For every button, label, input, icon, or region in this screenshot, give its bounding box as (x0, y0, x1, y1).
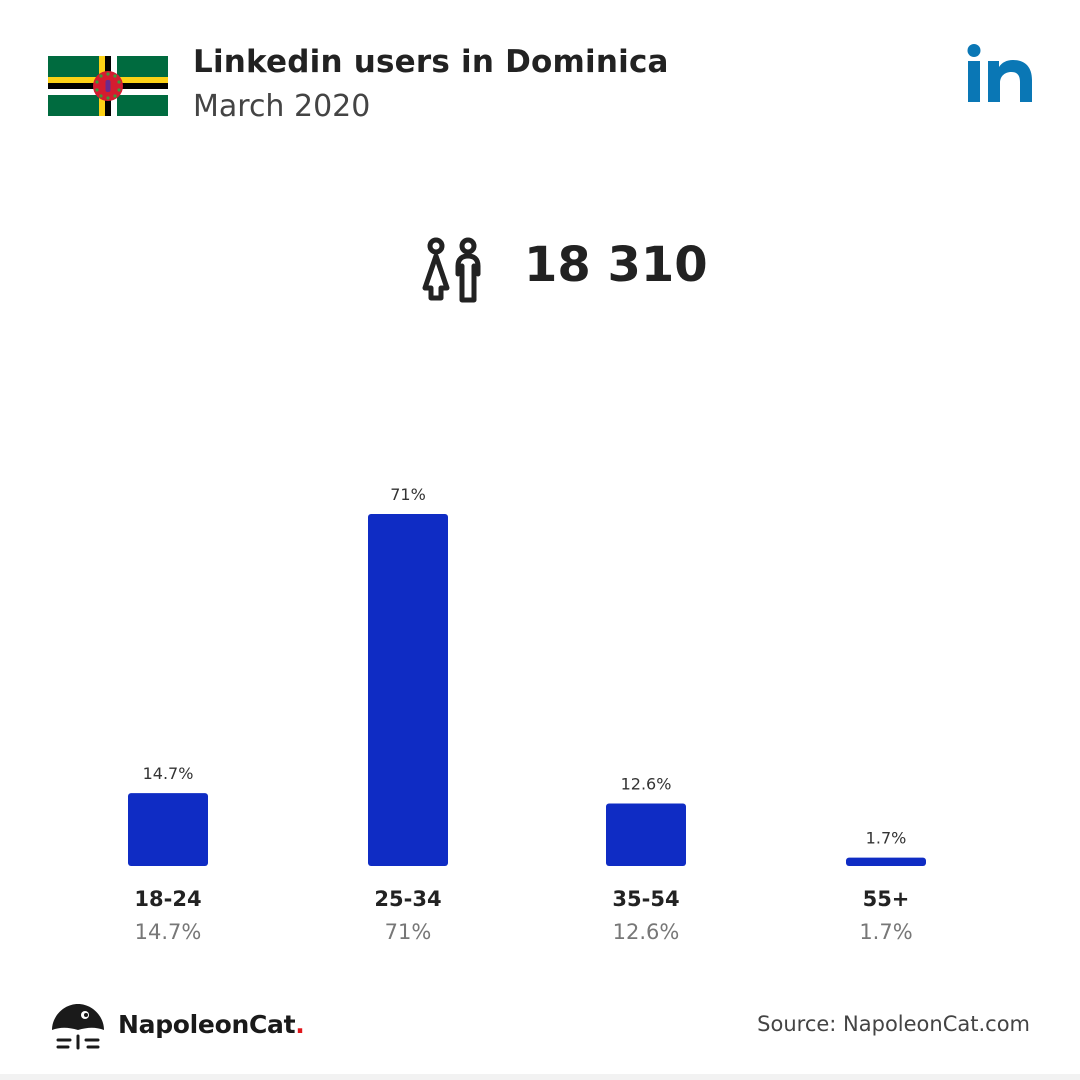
bar-value-label: 12.6% (621, 775, 672, 794)
source-note: Source: NapoleonCat.com (757, 1012, 1030, 1036)
category-label: 25-34 (374, 887, 441, 911)
brand-name-text: NapoleonCat (118, 1010, 296, 1039)
bar-35-54 (606, 803, 686, 866)
dominica-flag-icon (48, 56, 168, 116)
category-percent: 14.7% (135, 920, 202, 944)
brand-name: NapoleonCat. (118, 1010, 305, 1039)
category-label: 35-54 (612, 887, 679, 911)
category-label: 55+ (863, 887, 910, 911)
page-subtitle: March 2020 (193, 89, 371, 124)
bar-value-label: 14.7% (143, 764, 194, 783)
brand-dot: . (295, 1010, 305, 1039)
bottom-strip (0, 1074, 1080, 1080)
page-title: Linkedin users in Dominica (193, 44, 669, 80)
bar-value-label: 1.7% (866, 829, 907, 848)
napoleoncat-logo-icon (52, 1004, 104, 1050)
category-label: 18-24 (134, 887, 201, 911)
category-percent: 12.6% (613, 920, 680, 944)
users-icon (422, 237, 481, 303)
age-distribution-chart: 14.7% 18-24 14.7% 71% 25-34 71% 12.6% 35-54 12.6… (128, 485, 926, 944)
category-percent: 1.7% (859, 920, 912, 944)
bar-55+ (846, 857, 926, 866)
linkedin-logo-icon (967, 44, 1032, 102)
bar-18-24 (128, 793, 208, 866)
total-users-count: 18 310 (524, 237, 708, 293)
bar-25-34 (368, 514, 448, 866)
category-percent: 71% (385, 920, 432, 944)
bar-value-label: 71% (390, 485, 426, 504)
